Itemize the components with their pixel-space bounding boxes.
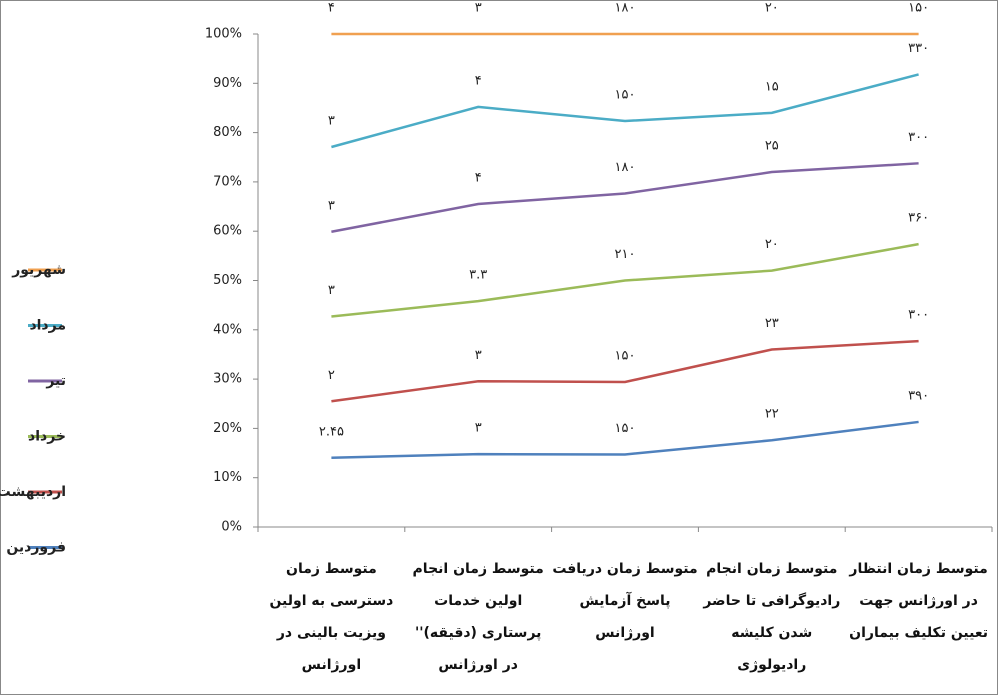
data-label: ۳۶۰ xyxy=(908,211,929,226)
x-tick-label: متوسط زمان دریافت پاسخ آزمایش اورژانس xyxy=(552,561,698,641)
data-label: ۳.۳ xyxy=(469,268,487,283)
y-tick-label: 30% xyxy=(213,372,242,387)
data-label: ۱۵۰ xyxy=(615,88,636,103)
series-line xyxy=(331,339,919,403)
series-line xyxy=(331,73,919,149)
data-label: ۲۲ xyxy=(765,407,779,422)
series-line xyxy=(331,242,919,318)
data-label: ۱۸۰ xyxy=(615,1,636,16)
y-tick-label: 0% xyxy=(221,520,242,535)
data-label: ۴ xyxy=(328,1,335,16)
legend-label: فروردین xyxy=(6,540,66,556)
data-label: ۲۵ xyxy=(765,139,779,154)
series-line xyxy=(331,420,919,460)
data-label: ۳ xyxy=(328,114,335,129)
series-line xyxy=(331,162,919,233)
data-label: ۳۹۰ xyxy=(908,388,929,403)
data-label: ۳۰۰ xyxy=(908,130,929,145)
y-tick-label: 80% xyxy=(213,125,242,140)
data-label: ۳ xyxy=(475,421,482,436)
data-label: ۴ xyxy=(475,171,482,186)
legend-label: تیر xyxy=(45,373,66,389)
data-label: ۲.۴۵ xyxy=(319,424,344,439)
legend-label: شهریور xyxy=(11,262,66,278)
x-tick-label: متوسط زمان انجام اولین خدمات پرستاری (دق… xyxy=(412,561,544,673)
data-label: ۳۰۰ xyxy=(908,308,929,323)
legend-label: اردیبهشت xyxy=(0,484,66,500)
data-label: ۳ xyxy=(328,198,335,213)
data-label: ۲۰ xyxy=(765,1,779,16)
y-tick-label: 100% xyxy=(205,27,242,42)
data-label: ۳ xyxy=(475,348,482,363)
data-label: ۴ xyxy=(475,73,482,88)
data-label: ۳۳۰ xyxy=(908,41,929,56)
y-tick-label: 90% xyxy=(213,76,242,91)
data-label: ۱۵۰ xyxy=(615,349,636,364)
data-label: ۳ xyxy=(328,283,335,298)
y-tick-label: 70% xyxy=(213,174,242,189)
data-label: ۱۵ xyxy=(765,79,779,94)
x-tick-label: متوسط زمان انجام رادیوگرافی تا حاضر شدن … xyxy=(703,561,841,673)
x-tick-label: متوسط زمان دسترسی به اولین ویزیت بالینی … xyxy=(269,561,394,673)
x-tick-label: متوسط زمان انتظار در اورژانس جهت تعیین ت… xyxy=(849,561,989,641)
legend-label: خرداد xyxy=(28,429,66,445)
data-label: ۱۵۰ xyxy=(908,1,929,16)
y-tick-label: 50% xyxy=(213,273,242,288)
data-label: ۲ xyxy=(328,368,335,383)
data-label: ۱۸۰ xyxy=(615,160,636,175)
data-label: ۳ xyxy=(475,1,482,16)
y-tick-label: 20% xyxy=(213,421,242,436)
y-tick-label: 60% xyxy=(213,224,242,239)
y-tick-label: 40% xyxy=(213,322,242,337)
data-label: ۱۵۰ xyxy=(615,421,636,436)
legend-label: مرداد xyxy=(29,318,66,334)
data-label: ۲۰ xyxy=(765,237,779,252)
data-label: ۲۳ xyxy=(765,316,779,331)
data-label: ۲۱۰ xyxy=(615,247,636,262)
y-tick-label: 10% xyxy=(213,470,242,485)
